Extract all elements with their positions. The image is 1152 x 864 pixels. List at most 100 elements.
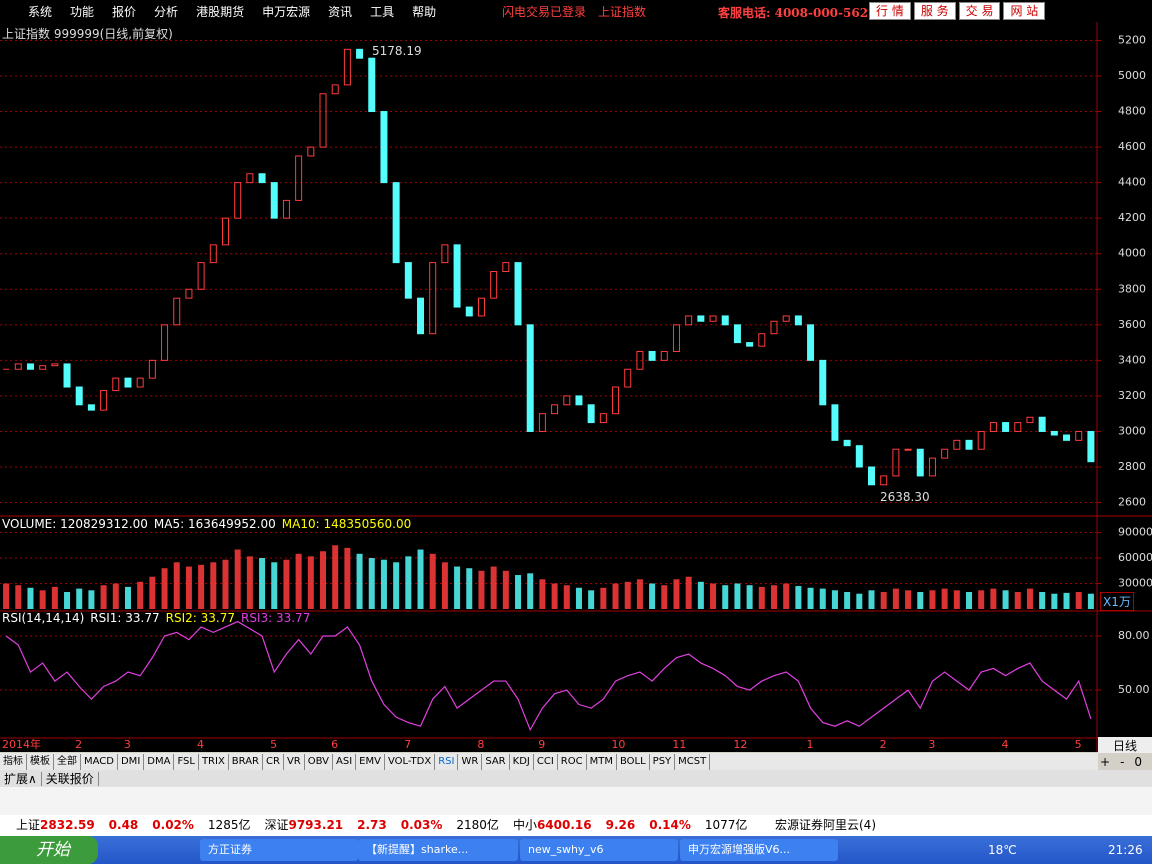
volume-bar bbox=[856, 593, 863, 609]
indicator-tab[interactable]: 模板 bbox=[27, 754, 54, 770]
indicator-tab[interactable]: DMI bbox=[118, 754, 145, 770]
menu-item[interactable]: 分析 bbox=[154, 5, 179, 19]
indicator-tab[interactable]: PSY bbox=[650, 754, 676, 770]
task-item[interactable]: 【新提醒】sharke... bbox=[358, 839, 518, 861]
candle bbox=[343, 48, 351, 86]
candle bbox=[770, 320, 778, 335]
indicator-tab[interactable]: VOL-TDX bbox=[385, 754, 436, 770]
task-item[interactable]: 申万宏源增强版V6... bbox=[680, 839, 838, 861]
zoom-button[interactable]: + bbox=[1100, 755, 1121, 769]
candle bbox=[892, 448, 900, 477]
indicator-tab[interactable]: CCI bbox=[534, 754, 558, 770]
indicator-tab[interactable]: TRIX bbox=[199, 754, 229, 770]
indicator-tab[interactable]: ASI bbox=[333, 754, 357, 770]
y-tick-label: 2600 bbox=[1118, 496, 1146, 509]
y-tick-label: 3400 bbox=[1118, 353, 1146, 366]
volume-bar bbox=[953, 590, 960, 609]
task-item[interactable]: 方正证券 bbox=[200, 839, 358, 861]
volume-bar bbox=[429, 553, 436, 609]
nav-button[interactable]: 交 易 bbox=[958, 2, 1001, 20]
candle bbox=[112, 377, 120, 392]
candle bbox=[417, 297, 425, 335]
nav-button[interactable]: 服 务 bbox=[913, 2, 956, 20]
indicator-tab[interactable]: VR bbox=[284, 754, 305, 770]
volume-bar bbox=[636, 579, 643, 609]
candle bbox=[965, 439, 973, 450]
menu-item[interactable]: 功能 bbox=[70, 5, 95, 19]
ticker: 上证2832.59 0.48 0.02% 1285亿 深证9793.21 2.73 0.03… bbox=[0, 815, 1152, 836]
menu-item[interactable]: 申万宏源 bbox=[262, 5, 311, 19]
menu-item[interactable]: 帮助 bbox=[412, 5, 437, 19]
chart-header: 上证指数 999999(日线,前复权) bbox=[2, 27, 173, 41]
candle bbox=[916, 448, 924, 477]
nav-button[interactable]: 行 情 bbox=[869, 2, 911, 20]
indicator-tab[interactable]: 指标 bbox=[0, 754, 27, 770]
zoom-button[interactable]: - bbox=[1120, 755, 1135, 769]
volume-bar bbox=[76, 588, 83, 609]
indicator-tab[interactable]: MCST bbox=[675, 754, 711, 770]
y-tick-label: 4800 bbox=[1118, 105, 1146, 118]
candle bbox=[100, 390, 108, 411]
volume-bar bbox=[563, 585, 570, 609]
candle bbox=[807, 324, 815, 361]
x-tick-label: 1 bbox=[806, 738, 813, 751]
candle bbox=[1050, 430, 1058, 436]
zoom-button[interactable]: 0 bbox=[1134, 755, 1152, 769]
candle bbox=[746, 342, 754, 347]
candle bbox=[977, 430, 985, 450]
volume-bar bbox=[27, 587, 34, 609]
indicator-tab[interactable]: SAR bbox=[482, 754, 510, 770]
candle bbox=[209, 244, 217, 264]
candle bbox=[709, 315, 717, 322]
volume-bar bbox=[758, 586, 765, 609]
candle bbox=[1026, 416, 1034, 424]
indicator-tab[interactable]: MTM bbox=[587, 754, 617, 770]
start-button[interactable]: 开始 bbox=[0, 836, 98, 864]
menu-item[interactable]: 资讯 bbox=[328, 5, 353, 19]
indicator-tab[interactable]: MACD bbox=[81, 754, 118, 770]
menu-item[interactable]: 工具 bbox=[370, 5, 395, 19]
volume-bar bbox=[892, 588, 899, 609]
menu-item[interactable]: 港股期货 bbox=[196, 5, 245, 19]
volume-bar bbox=[515, 575, 522, 609]
indicator-tab[interactable]: RSI bbox=[435, 754, 459, 770]
indicator-tab[interactable]: WR bbox=[458, 754, 483, 770]
candle bbox=[246, 173, 254, 184]
indicator-tab[interactable]: BRAR bbox=[229, 754, 263, 770]
indicator-tab[interactable]: DMA bbox=[144, 754, 175, 770]
nav-button[interactable]: 网 站 bbox=[1003, 2, 1046, 20]
candle bbox=[356, 48, 364, 59]
candle bbox=[197, 262, 205, 290]
sub-tabs: 扩展∧ 关联报价 bbox=[0, 770, 1152, 787]
rsi-header-item: RSI2: 33.77 bbox=[165, 611, 235, 625]
candle bbox=[173, 297, 181, 326]
sub-tab[interactable]: 扩展∧ bbox=[0, 772, 42, 786]
indicator-tab[interactable]: 全部 bbox=[54, 754, 81, 770]
ticker-amount: 2180亿 bbox=[456, 818, 499, 832]
volume-bar bbox=[490, 566, 497, 609]
indicator-tab[interactable]: KDJ bbox=[510, 754, 534, 770]
indicator-tab[interactable]: ROC bbox=[558, 754, 587, 770]
candle bbox=[880, 475, 888, 486]
indicator-tab[interactable]: CR bbox=[263, 754, 284, 770]
menu-item[interactable]: 报价 bbox=[112, 5, 137, 19]
indicator-tab[interactable]: FSL bbox=[174, 754, 199, 770]
candle bbox=[526, 324, 534, 432]
volume-bar bbox=[1087, 593, 1094, 609]
volume-bar bbox=[100, 585, 107, 609]
task-item[interactable]: new_swhy_v6 bbox=[520, 839, 678, 861]
candle bbox=[63, 363, 71, 388]
menu-item[interactable]: 系统 bbox=[28, 5, 53, 19]
indicator-tab[interactable]: BOLL bbox=[617, 754, 650, 770]
indicator-tab[interactable]: OBV bbox=[305, 754, 333, 770]
y-tick-label: 30000 bbox=[1118, 577, 1152, 590]
y-tick-label: 4000 bbox=[1118, 247, 1146, 260]
sub-tab[interactable]: 关联报价 bbox=[41, 772, 99, 786]
y-tick-label: 3800 bbox=[1118, 282, 1146, 295]
candle bbox=[782, 315, 790, 322]
volume-bar bbox=[173, 562, 180, 609]
x-tick-label: 5 bbox=[1075, 738, 1082, 751]
ticker-change: 2.73 bbox=[357, 818, 387, 832]
volume-bar bbox=[795, 586, 802, 609]
indicator-tab[interactable]: EMV bbox=[356, 754, 385, 770]
